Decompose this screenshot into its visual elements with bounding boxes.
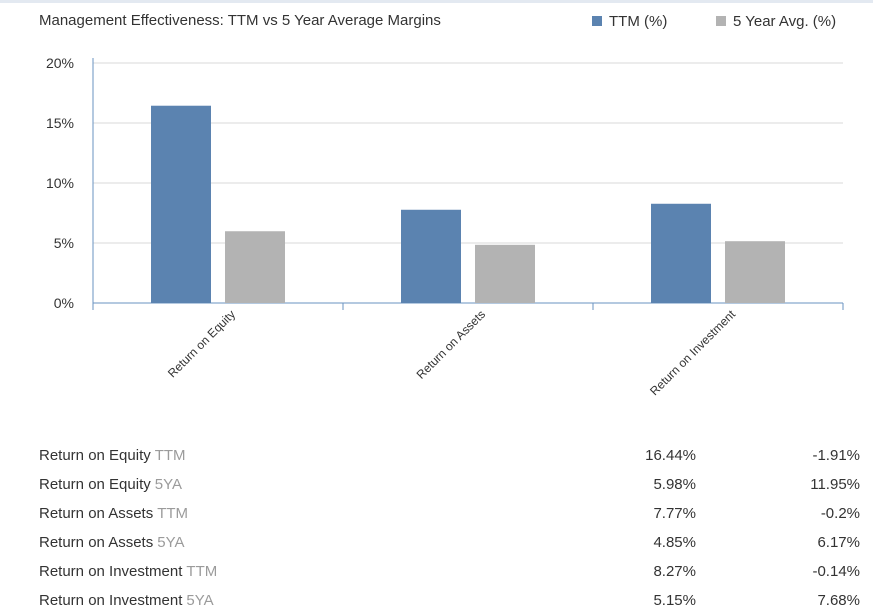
company-value: 5.98% [653,476,696,493]
top-border-strip [0,0,873,3]
row-label: Return on Equity 5YA [39,476,182,493]
row-period: TTM [154,447,186,464]
table-row: Return on Equity 5YA 5.98% 11.95% [39,470,865,499]
table-row: Return on Investment TTM 8.27% -0.14% [39,557,865,586]
row-label: Return on Assets 5YA [39,534,185,551]
company-value: 5.15% [653,592,696,609]
table-row: Return on Assets 5YA 4.85% 6.17% [39,528,865,557]
x-category-label: Return on Equity [165,307,238,380]
row-period: TTM [186,563,218,580]
y-tick-label: 15% [46,115,74,131]
row-label: Return on Assets TTM [39,505,189,522]
table-row: Return on Equity TTM 16.44% -1.91% [39,441,865,470]
y-tick-label: 5% [54,235,74,251]
company-value: 8.27% [653,563,696,580]
legend-item-5-year-avg[interactable]: 5 Year Avg. (%) [716,12,836,30]
bar-5-year-avg [725,241,785,303]
legend-label-ttm: TTM (%) [609,12,668,30]
bar-ttm [651,203,711,303]
bar-5-year-avg [475,244,535,303]
bar-5-year-avg [225,231,285,303]
company-value: 16.44% [645,447,696,464]
row-label: Return on Investment TTM [39,563,218,580]
industry-value: -1.91% [812,447,860,464]
company-value: 4.85% [653,534,696,551]
y-tick-label: 10% [46,175,74,191]
industry-value: 6.17% [817,534,860,551]
table-row: Return on Investment 5YA 5.15% 7.68% [39,586,865,615]
y-tick-label: 20% [46,55,74,71]
row-period: 5YA [154,476,182,493]
legend-item-ttm[interactable]: TTM (%) [592,12,667,30]
legend-label-5-year-avg: 5 Year Avg. (%) [733,12,837,30]
bar-ttm [151,105,211,303]
bar-chart: 0% 5% 10% 15% 20% Return on Equity Return on A… [46,55,844,398]
industry-value: -0.2% [820,505,860,522]
row-period: 5YA [157,534,185,551]
industry-value: -0.14% [812,563,860,580]
y-tick-label: 0% [54,295,74,311]
industry-value: 11.95% [810,476,860,493]
row-label: Return on Equity TTM [39,447,186,464]
bar-ttm [401,209,461,303]
legend-swatch-ttm [592,16,602,26]
chart-title: Management Effectiveness: TTM vs 5 Year … [39,12,441,29]
row-label: Return on Investment 5YA [39,592,214,609]
table-row: Return on Assets TTM 7.77% -0.2% [39,499,865,528]
management-effectiveness-table: Return on Equity TTM 16.44% -1.91% Return… [39,441,865,615]
legend-swatch-5-year-avg [716,16,726,26]
row-period: 5YA [186,592,214,609]
industry-value: 7.68% [817,592,860,609]
x-category-label: Return on Assets [414,307,489,382]
row-period: TTM [157,505,189,522]
x-category-label: Return on Investment [647,307,738,398]
company-value: 7.77% [653,505,696,522]
